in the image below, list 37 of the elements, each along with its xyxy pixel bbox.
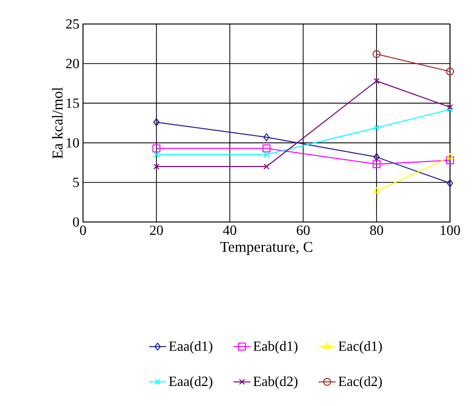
point <box>374 124 380 131</box>
point <box>152 144 160 152</box>
legend-label: Eaa(d1) <box>169 341 212 354</box>
legend-label: Eac(d1) <box>338 341 382 354</box>
x-tick-label: 20 <box>150 226 163 235</box>
point <box>264 152 270 158</box>
point <box>446 179 454 188</box>
x-tick-label: 80 <box>370 226 384 235</box>
y-tick-label: 20 <box>66 58 79 68</box>
point <box>373 153 380 162</box>
legend-label: Eaa(d2) <box>169 376 212 389</box>
y-tick-label: 15 <box>66 98 79 108</box>
point <box>153 118 160 126</box>
point <box>372 50 381 58</box>
legend-label: Eab(d1) <box>253 341 298 354</box>
point <box>446 68 454 76</box>
point <box>447 104 453 110</box>
x-tick-label: 40 <box>223 226 236 235</box>
point <box>262 144 270 152</box>
y-axis-title: Ea kcal/mol <box>52 87 63 159</box>
legend-label: Eab(d2) <box>253 376 298 389</box>
point <box>153 164 160 170</box>
x-tick-label: 60 <box>296 226 310 235</box>
x-tick-label: 0 <box>80 226 86 235</box>
point <box>447 106 453 113</box>
legend-label: Eac(d2) <box>338 376 382 389</box>
point <box>374 78 380 84</box>
y-tick-label: 5 <box>73 178 79 188</box>
y-tick-label: 10 <box>66 138 79 148</box>
x-tick-label: 100 <box>440 226 460 235</box>
point <box>264 164 270 170</box>
x-axis-title: Temperature, C <box>220 242 312 255</box>
y-tick-label: 0 <box>73 217 79 227</box>
point <box>372 160 381 168</box>
point <box>153 152 160 158</box>
y-tick-label: 25 <box>66 19 79 29</box>
point <box>263 133 270 142</box>
